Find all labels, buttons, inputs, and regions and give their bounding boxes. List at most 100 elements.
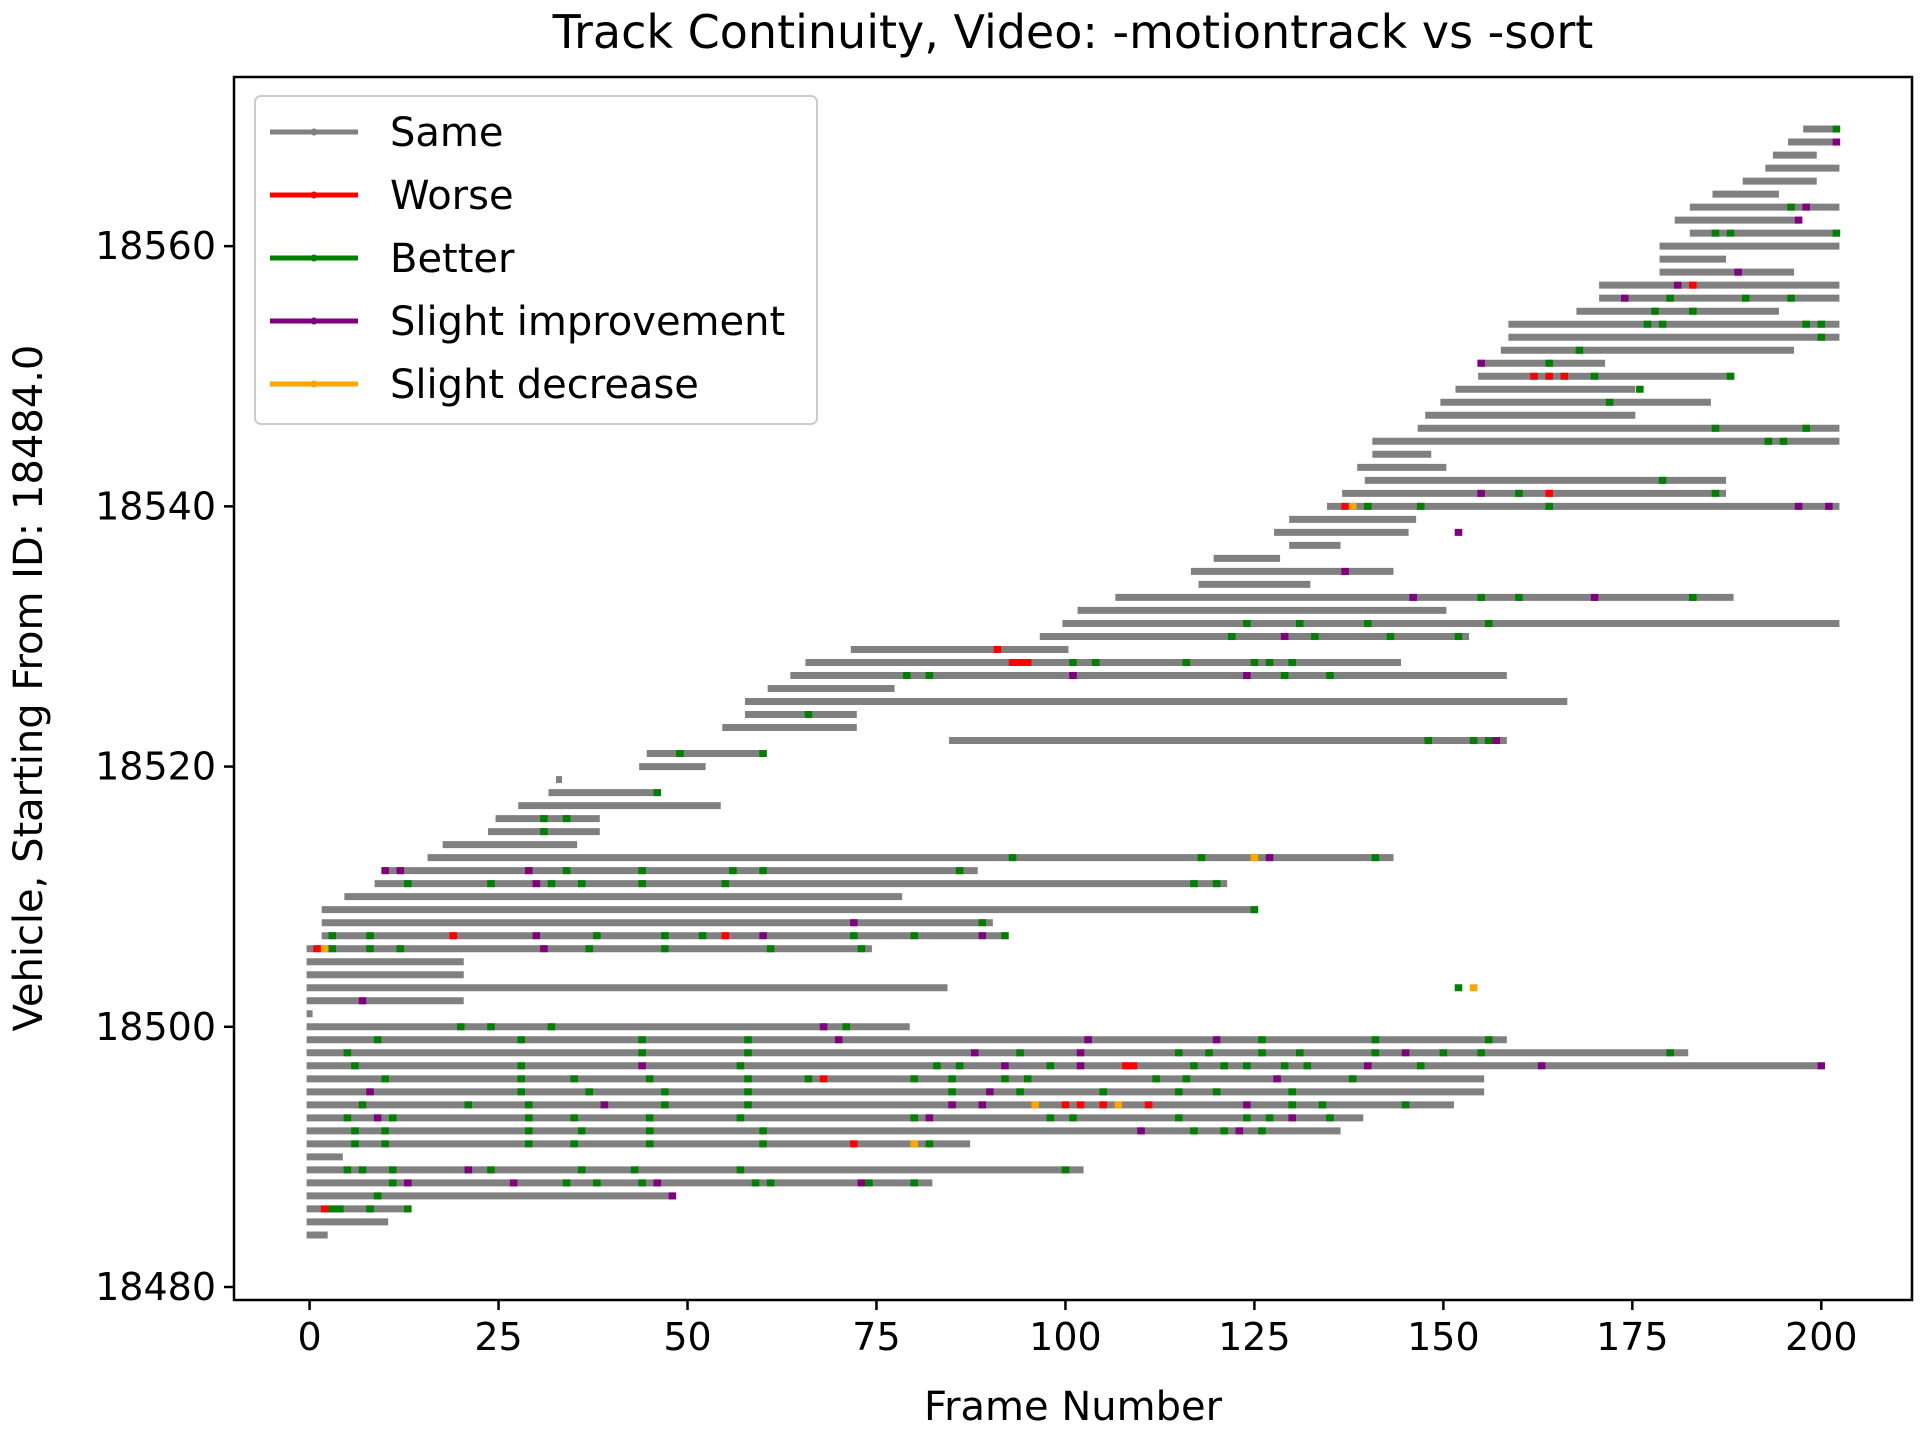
- track-mark-better: [1303, 1062, 1312, 1070]
- track-mark-slight-improvement: [653, 1179, 662, 1187]
- track-mark-better: [464, 1101, 473, 1109]
- track-18553: [1508, 333, 1840, 341]
- track-mark-better: [1726, 372, 1735, 380]
- track-mark-better: [1175, 1088, 1183, 1096]
- track-mark-better: [336, 1205, 344, 1213]
- track-mark-slight-improvement: [1477, 489, 1485, 497]
- track-mark-slight-improvement: [1794, 216, 1803, 224]
- track-mark-better: [547, 1023, 556, 1031]
- track-mark-better: [1469, 737, 1478, 745]
- track-mark-better: [1099, 1088, 1108, 1096]
- track-mark-slight-improvement: [638, 1062, 646, 1070]
- track-mark-better: [1364, 502, 1372, 510]
- track-mark-better: [388, 1114, 397, 1122]
- y-axis-label: Vehicle, Starting From ID: 18484.0: [6, 345, 52, 1032]
- track-18550: [1478, 372, 1735, 380]
- track-mark-slight-improvement: [1069, 671, 1077, 679]
- track-mark-worse: [1530, 372, 1538, 380]
- track-18500: [306, 1023, 910, 1031]
- track-mark-better: [1371, 854, 1380, 862]
- track-mark-better: [744, 1049, 752, 1057]
- track-mark-worse: [1545, 372, 1553, 380]
- track-mark-better: [1069, 1114, 1077, 1122]
- track-18549: [1455, 385, 1644, 393]
- track-18509: [321, 906, 1259, 914]
- track-mark-slight-improvement: [986, 1088, 994, 1096]
- track-mark-better: [570, 1075, 578, 1083]
- track-mark-better: [1326, 671, 1334, 679]
- track-mark-better: [857, 945, 866, 953]
- track-mark-better: [661, 1101, 669, 1109]
- track-mark-better: [1575, 346, 1584, 354]
- track-mark-better: [1484, 1036, 1493, 1044]
- track-mark-better: [751, 1179, 760, 1187]
- x-tick-label: 200: [1785, 1315, 1858, 1359]
- track-mark-better: [366, 1205, 374, 1213]
- track-mark-better: [388, 1166, 397, 1174]
- track-mark-better: [948, 1075, 956, 1083]
- track-mark-worse: [1122, 1062, 1130, 1070]
- track-mark-better: [1477, 593, 1485, 601]
- track-mark-slight-improvement: [850, 919, 858, 927]
- legend-swatch-marker: [310, 254, 318, 262]
- track-mark-better: [1515, 593, 1523, 601]
- track-mark-better: [1386, 632, 1395, 640]
- legend: Same Worse Better Slight improvement Slight …: [254, 95, 818, 425]
- track-mark-slight-decrease: [1031, 1101, 1039, 1109]
- x-tick-label: 125: [1218, 1315, 1291, 1359]
- track-mark-slight-improvement: [819, 1023, 828, 1031]
- track-18561: [1689, 229, 1841, 237]
- track-18487: [306, 1192, 677, 1200]
- track-mark-slight-decrease: [1469, 984, 1478, 992]
- track-18521: [646, 750, 767, 758]
- track-mark-slight-improvement: [978, 1101, 987, 1109]
- track-mark-better: [910, 932, 919, 940]
- track-mark-better: [1280, 1062, 1289, 1070]
- track-mark-better: [1689, 307, 1697, 315]
- track-mark-better: [1311, 632, 1319, 640]
- track-18527: [790, 671, 1507, 679]
- track-mark-better: [1016, 1049, 1024, 1057]
- track-18507: [321, 932, 1009, 940]
- x-tick-label: 50: [663, 1315, 711, 1359]
- track-18492: [306, 1127, 1341, 1135]
- track-mark-better: [1545, 359, 1553, 367]
- track-mark-better: [1061, 1166, 1070, 1174]
- track-mark-better: [1817, 320, 1826, 328]
- y-tick-label: 18480: [95, 1265, 216, 1309]
- track-mark-better: [328, 932, 337, 940]
- track-18533: [1115, 593, 1734, 601]
- track-mark-better: [1371, 1049, 1380, 1057]
- track-18528: [805, 658, 1402, 666]
- track-mark-better: [729, 867, 737, 875]
- track-mark-better: [1832, 125, 1841, 133]
- plot-frame: [232, 75, 1914, 1302]
- track-mark-better: [1152, 1075, 1160, 1083]
- track-18497: [306, 1062, 1826, 1070]
- track-mark-slight-improvement: [1137, 1127, 1145, 1135]
- legend-item-slight-decrease: Slight decrease: [270, 362, 699, 408]
- track-mark-slight-improvement: [1477, 359, 1485, 367]
- track-mark-better: [645, 1075, 654, 1083]
- track-mark-slight-improvement: [1590, 593, 1599, 601]
- track-mark-better: [577, 1166, 586, 1174]
- track-mark-better: [955, 1062, 964, 1070]
- track-mark-better: [540, 828, 548, 836]
- track-mark-better: [645, 1127, 654, 1135]
- y-axis-ticks: 18480 18500 18520 18540 18560: [95, 224, 234, 1309]
- track-mark-slight-improvement: [1273, 1075, 1281, 1083]
- legend-item-slight-improvement: Slight improvement: [270, 299, 785, 345]
- track-mark-worse: [1099, 1101, 1108, 1109]
- track-mark-better: [487, 880, 495, 888]
- track-mark-better: [570, 1140, 578, 1148]
- track-mark-better: [1779, 437, 1788, 445]
- track-mark-better: [1190, 880, 1198, 888]
- track-mark-better: [1454, 984, 1463, 992]
- track-mark-worse: [320, 1205, 329, 1213]
- track-18502: [306, 997, 464, 1005]
- track-mark-worse: [1061, 1101, 1070, 1109]
- track-mark-slight-improvement: [1076, 1049, 1085, 1057]
- track-mark-slight-improvement: [373, 1114, 382, 1122]
- track-mark-better: [562, 867, 571, 875]
- track-mark-better: [766, 945, 775, 953]
